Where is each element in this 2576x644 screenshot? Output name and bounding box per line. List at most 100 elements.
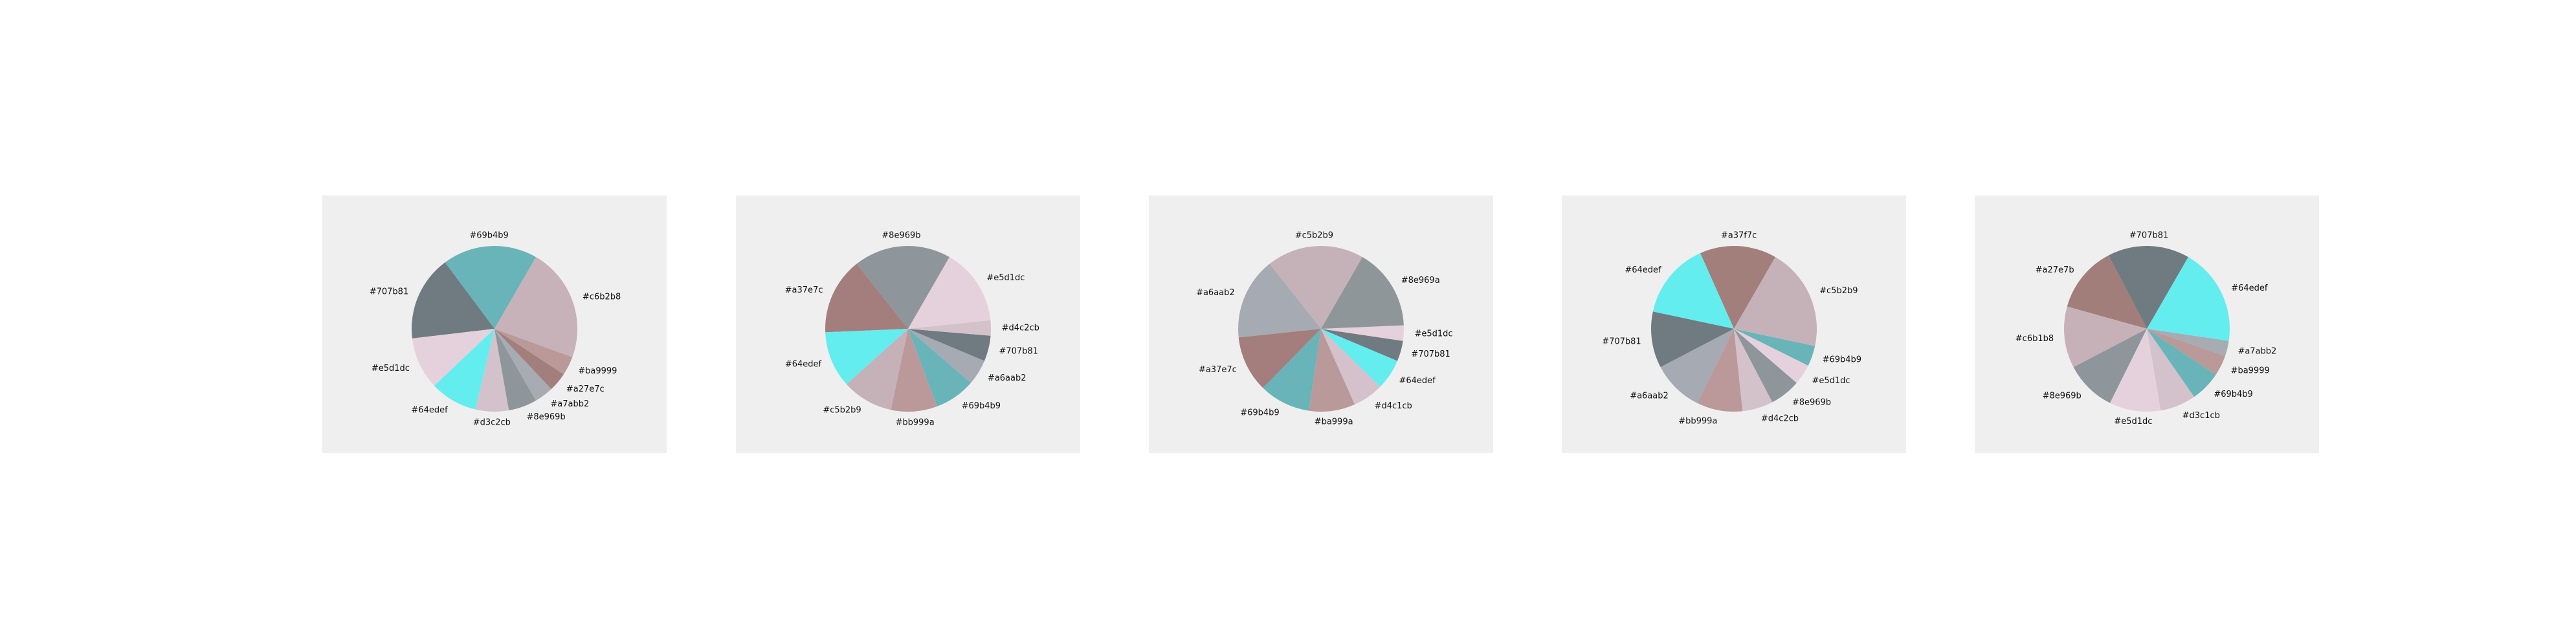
pie-slice xyxy=(494,329,573,375)
slice-label: #bb999a xyxy=(895,417,934,427)
pie-slice xyxy=(445,246,536,329)
pie-slice xyxy=(494,257,577,357)
pie-chart-4: #a37f7c #64edef #707b81 #a6aab2 #bb999a #d4c2… xyxy=(1562,195,1906,453)
slice-label: #ba9999 xyxy=(2231,366,2270,375)
pie-slice xyxy=(1238,263,1321,338)
pie-slice xyxy=(494,329,536,411)
slice-label: #64edef xyxy=(1399,376,1436,386)
pie-chart-5: #707b81 #a27e7b #c6b1b8 #8e969b #e5d1dc #d3c1… xyxy=(1975,195,2319,453)
pie-chart-2: #8e969b #a37e7c #64edef #c5b2b9 #bb999a #69b4… xyxy=(736,195,1080,453)
slice-label: #69b4b9 xyxy=(469,231,508,241)
slice-label: #c5b2b9 xyxy=(1819,286,1858,296)
pie-slice xyxy=(2147,329,2216,397)
slice-label: #64edef xyxy=(785,360,822,370)
pie-slice xyxy=(1734,329,1808,383)
pie-slice xyxy=(1734,329,1773,412)
pie-slice xyxy=(1660,329,1734,403)
pie-slice xyxy=(825,329,908,384)
slice-label: #d4c2cb xyxy=(1761,414,1799,423)
pie-slice xyxy=(825,263,908,333)
pie-slice xyxy=(1321,257,1404,329)
pie-slice xyxy=(856,245,949,329)
pie-slice xyxy=(891,329,937,412)
slice-label: #707b81 xyxy=(370,287,409,297)
pie-slice xyxy=(2110,329,2161,412)
slice-label: #e5d1dc xyxy=(2114,417,2152,427)
pie-slice xyxy=(1238,329,1321,388)
slice-label: #69b4b9 xyxy=(1823,355,1861,365)
pie-slice xyxy=(2147,329,2225,375)
pie-slice xyxy=(2108,245,2188,329)
slice-label: #a6aab2 xyxy=(988,373,1027,383)
slice-label: #c6b2b8 xyxy=(583,293,621,302)
slice-label: #64edef xyxy=(411,405,448,415)
pie-slice xyxy=(475,329,509,412)
pie-slice xyxy=(908,257,991,329)
pie-slice xyxy=(1321,329,1381,405)
slice-label: #d3c1cb xyxy=(2182,411,2220,421)
slice-label: #64edef xyxy=(2231,283,2268,293)
slice-label: #e5d1dc xyxy=(1414,329,1452,339)
slice-label: #8e969b xyxy=(882,231,920,241)
slice-label: #bb999a xyxy=(1678,416,1717,426)
slice-label: #a37e7c xyxy=(785,285,823,295)
slice-label: #c5b2b9 xyxy=(823,405,861,415)
pie-slice xyxy=(1269,245,1362,329)
pie-slice xyxy=(412,262,494,339)
pie-slice xyxy=(908,329,971,406)
pie-chart-1: #69b4b9 #707b81 #e5d1dc #64edef #d3c2cb #8e96… xyxy=(322,195,667,453)
slice-label: #707b81 xyxy=(1602,337,1641,347)
pie-slice xyxy=(1697,329,1743,412)
pie-slice xyxy=(1734,257,1817,346)
pie-slice xyxy=(2063,306,2147,368)
pie-slice xyxy=(1734,329,1797,403)
pie-slice xyxy=(1651,311,1734,368)
slice-label: #707b81 xyxy=(2129,230,2169,240)
slice-label: #c6b1b8 xyxy=(2015,334,2054,344)
slice-label: #e5d1dc xyxy=(1812,376,1850,386)
slice-label: #d4c1cb xyxy=(1375,401,1412,411)
pie-slice xyxy=(494,329,564,390)
slice-label: #8e969a xyxy=(1401,276,1440,285)
slice-label: #69b4b9 xyxy=(962,401,1001,411)
pie-chart-3: #c5b2b9 #a6aab2 #a37e7c #69b4b9 #ba999a #d4c1… xyxy=(1149,195,1493,453)
pie-slice xyxy=(1263,329,1321,411)
pie-slice xyxy=(1321,329,1403,361)
slice-label: #ba999a xyxy=(1315,417,1353,427)
slice-label: #d4c2cb xyxy=(1002,323,1039,333)
pie-slice xyxy=(2147,257,2230,341)
slice-label: #c5b2b9 xyxy=(1295,231,1333,241)
pie-slice xyxy=(2067,255,2147,329)
slice-label: #8e969b xyxy=(2043,391,2082,401)
pie-slice xyxy=(1321,329,1397,387)
slice-label: #d3c2cb xyxy=(473,418,511,428)
slice-label: #707b81 xyxy=(1411,350,1450,359)
slice-label: #a27e7b xyxy=(2036,265,2074,275)
pie-slice xyxy=(908,329,991,361)
pie-slice xyxy=(846,329,908,410)
slice-label: #8e969b xyxy=(1792,397,1831,407)
pie-slice xyxy=(908,320,991,336)
pie-slice xyxy=(412,329,494,386)
slice-label: #69b4b9 xyxy=(1240,408,1279,418)
pie-slice xyxy=(434,329,494,410)
pie-slice xyxy=(2147,329,2229,357)
pie-slice xyxy=(1652,253,1734,329)
slice-label: #e5d1dc xyxy=(986,273,1025,283)
pie-slice xyxy=(1734,329,1815,366)
slice-label: #8e969b xyxy=(526,412,565,422)
pie-slice xyxy=(1321,325,1404,341)
slice-label: #a7abb2 xyxy=(550,399,589,409)
pie-slice xyxy=(1309,329,1355,412)
slice-label: #a27e7c xyxy=(566,384,605,394)
slice-label: #e5d1dc xyxy=(372,364,410,373)
slice-label: #a6aab2 xyxy=(1196,288,1235,298)
pie-slice xyxy=(2147,329,2195,411)
slice-label: #ba9999 xyxy=(578,366,617,376)
slice-label: #707b81 xyxy=(999,347,1038,357)
slice-label: #a6aab2 xyxy=(1630,391,1669,401)
slice-label: #64edef xyxy=(1625,265,1661,275)
slice-label: #a37e7c xyxy=(1199,365,1237,375)
